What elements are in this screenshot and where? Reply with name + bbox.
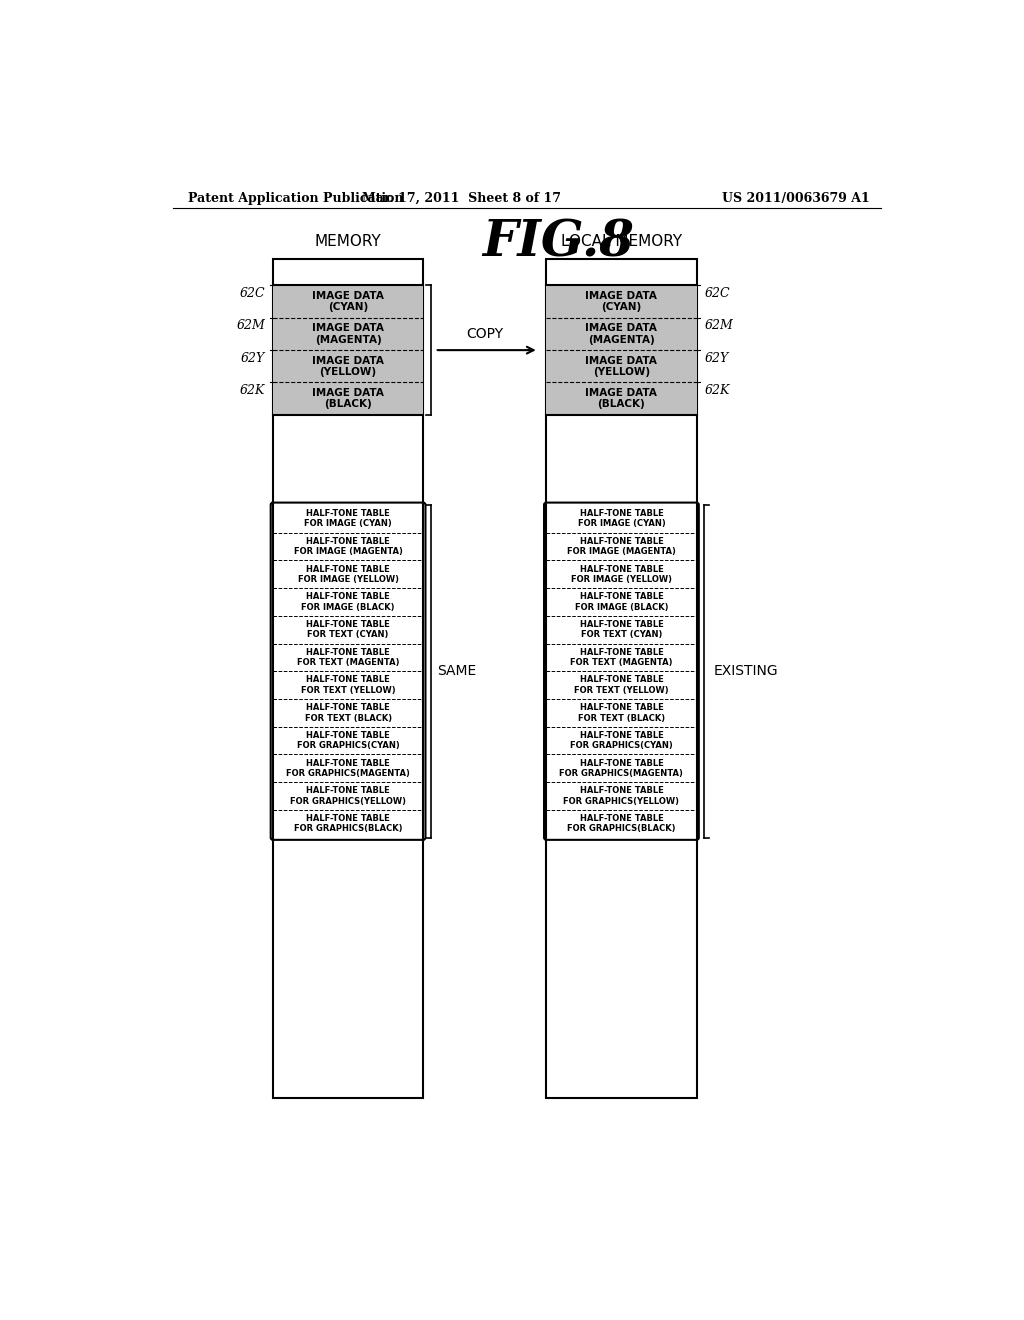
Text: 62C: 62C [705,286,730,300]
Text: Patent Application Publication: Patent Application Publication [188,191,403,205]
Text: IMAGE DATA
(CYAN): IMAGE DATA (CYAN) [586,290,657,313]
Text: 62K: 62K [240,384,265,397]
Bar [547,318,696,350]
Text: 62Y: 62Y [241,351,265,364]
Bar [547,285,696,318]
Text: HALF-TONE TABLE
FOR GRAPHICS(BLACK): HALF-TONE TABLE FOR GRAPHICS(BLACK) [567,814,676,833]
Text: HALF-TONE TABLE
FOR TEXT (MAGENTA): HALF-TONE TABLE FOR TEXT (MAGENTA) [297,648,399,667]
Text: HALF-TONE TABLE
FOR IMAGE (YELLOW): HALF-TONE TABLE FOR IMAGE (YELLOW) [571,565,672,583]
Text: 62M: 62M [237,319,265,333]
Bar [273,259,423,1098]
Text: HALF-TONE TABLE
FOR GRAPHICS(MAGENTA): HALF-TONE TABLE FOR GRAPHICS(MAGENTA) [559,759,683,777]
Text: HALF-TONE TABLE
FOR IMAGE (CYAN): HALF-TONE TABLE FOR IMAGE (CYAN) [578,510,666,528]
Text: COPY: COPY [466,327,504,341]
Bar [273,318,423,350]
Bar [547,383,696,414]
Text: EXISTING: EXISTING [714,664,778,678]
Text: US 2011/0063679 A1: US 2011/0063679 A1 [722,191,869,205]
Text: HALF-TONE TABLE
FOR GRAPHICS(CYAN): HALF-TONE TABLE FOR GRAPHICS(CYAN) [297,731,399,750]
Text: IMAGE DATA
(YELLOW): IMAGE DATA (YELLOW) [312,355,384,378]
Text: IMAGE DATA
(YELLOW): IMAGE DATA (YELLOW) [586,355,657,378]
Text: IMAGE DATA
(MAGENTA): IMAGE DATA (MAGENTA) [586,323,657,345]
Text: IMAGE DATA
(MAGENTA): IMAGE DATA (MAGENTA) [312,323,384,345]
Text: HALF-TONE TABLE
FOR GRAPHICS(BLACK): HALF-TONE TABLE FOR GRAPHICS(BLACK) [294,814,402,833]
Text: HALF-TONE TABLE
FOR GRAPHICS(YELLOW): HALF-TONE TABLE FOR GRAPHICS(YELLOW) [290,787,407,805]
Text: 62C: 62C [240,286,265,300]
Text: LOCAL MEMORY: LOCAL MEMORY [561,234,682,249]
Text: 62K: 62K [705,384,729,397]
Bar [273,383,423,414]
Text: HALF-TONE TABLE
FOR GRAPHICS(YELLOW): HALF-TONE TABLE FOR GRAPHICS(YELLOW) [563,787,680,805]
Text: 62M: 62M [705,319,733,333]
Text: IMAGE DATA
(BLACK): IMAGE DATA (BLACK) [586,388,657,409]
Text: HALF-TONE TABLE
FOR IMAGE (YELLOW): HALF-TONE TABLE FOR IMAGE (YELLOW) [298,565,398,583]
Text: SAME: SAME [437,664,476,678]
Text: HALF-TONE TABLE
FOR IMAGE (CYAN): HALF-TONE TABLE FOR IMAGE (CYAN) [304,510,392,528]
Text: MEMORY: MEMORY [314,234,382,249]
Text: HALF-TONE TABLE
FOR IMAGE (MAGENTA): HALF-TONE TABLE FOR IMAGE (MAGENTA) [294,537,402,556]
Text: HALF-TONE TABLE
FOR TEXT (CYAN): HALF-TONE TABLE FOR TEXT (CYAN) [580,620,664,639]
Text: HALF-TONE TABLE
FOR TEXT (YELLOW): HALF-TONE TABLE FOR TEXT (YELLOW) [574,676,669,694]
Text: HALF-TONE TABLE
FOR IMAGE (BLACK): HALF-TONE TABLE FOR IMAGE (BLACK) [574,593,669,611]
Text: HALF-TONE TABLE
FOR IMAGE (BLACK): HALF-TONE TABLE FOR IMAGE (BLACK) [301,593,395,611]
Bar [547,259,696,1098]
Text: HALF-TONE TABLE
FOR GRAPHICS(MAGENTA): HALF-TONE TABLE FOR GRAPHICS(MAGENTA) [286,759,410,777]
Text: 62Y: 62Y [705,351,728,364]
Text: FIG.8: FIG.8 [482,219,634,268]
Bar [273,285,423,318]
Bar [273,350,423,383]
Text: HALF-TONE TABLE
FOR GRAPHICS(CYAN): HALF-TONE TABLE FOR GRAPHICS(CYAN) [570,731,673,750]
Text: HALF-TONE TABLE
FOR TEXT (BLACK): HALF-TONE TABLE FOR TEXT (BLACK) [304,704,391,722]
Text: IMAGE DATA
(BLACK): IMAGE DATA (BLACK) [312,388,384,409]
Text: HALF-TONE TABLE
FOR IMAGE (MAGENTA): HALF-TONE TABLE FOR IMAGE (MAGENTA) [567,537,676,556]
Text: HALF-TONE TABLE
FOR TEXT (CYAN): HALF-TONE TABLE FOR TEXT (CYAN) [306,620,390,639]
Text: HALF-TONE TABLE
FOR TEXT (BLACK): HALF-TONE TABLE FOR TEXT (BLACK) [578,704,665,722]
Text: HALF-TONE TABLE
FOR TEXT (MAGENTA): HALF-TONE TABLE FOR TEXT (MAGENTA) [570,648,673,667]
Text: HALF-TONE TABLE
FOR TEXT (YELLOW): HALF-TONE TABLE FOR TEXT (YELLOW) [301,676,395,694]
Text: Mar. 17, 2011  Sheet 8 of 17: Mar. 17, 2011 Sheet 8 of 17 [362,191,561,205]
Text: IMAGE DATA
(CYAN): IMAGE DATA (CYAN) [312,290,384,313]
Bar [547,350,696,383]
